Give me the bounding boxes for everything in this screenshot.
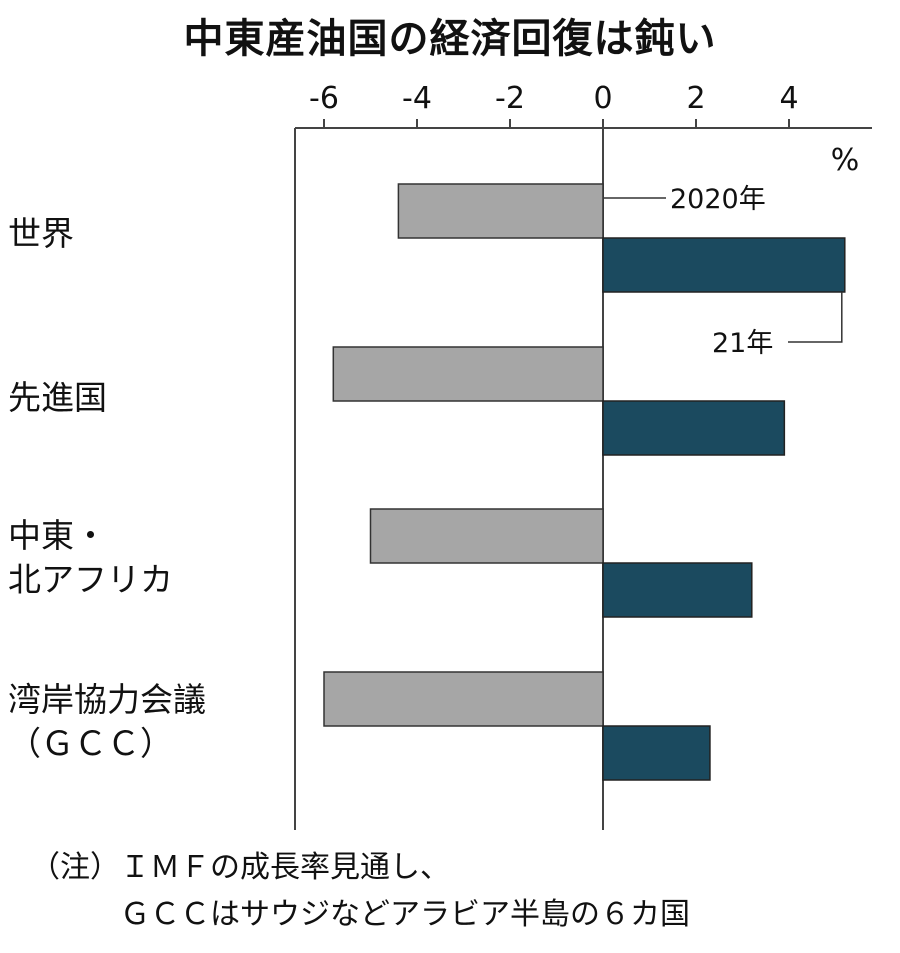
series-label-2021: 21年 — [712, 328, 773, 359]
x-tick-label: -6 — [309, 81, 339, 116]
footnote-line-1: （注）ＩＭＦの成長率見通し、 — [30, 850, 450, 885]
category-label-line: 湾岸協力会議 — [8, 680, 206, 719]
bar-2021 — [602, 562, 753, 618]
unit-label: % — [831, 143, 860, 178]
x-tick-label: -2 — [495, 81, 525, 116]
bar-2021 — [602, 400, 786, 456]
category-label-line: 北アフリカ — [8, 560, 173, 599]
bar-2021 — [602, 725, 711, 781]
footnote-line-2: ＧＣＣはサウジなどアラビア半島の６カ国 — [120, 897, 690, 932]
x-tick-label: -4 — [402, 81, 432, 116]
category-label-world: 世界 — [8, 212, 74, 256]
x-tick-label: 0 — [593, 81, 612, 116]
x-tick-label: 4 — [779, 81, 798, 116]
category-label-line: 中東・ — [8, 516, 107, 555]
bar-2020 — [332, 346, 604, 402]
category-label-mena: 中東・ 北アフリカ — [8, 514, 173, 602]
bar-2020 — [397, 183, 604, 239]
bar-2020 — [369, 508, 604, 564]
series-label-2020: 2020年 — [670, 184, 766, 215]
category-label-gcc: 湾岸協力会議 （ＧＣＣ） — [8, 678, 206, 766]
bar-2020 — [323, 671, 604, 727]
bar-2021 — [602, 237, 846, 293]
chart-title: 中東産油国の経済回復は鈍い — [183, 16, 717, 62]
category-label-line: 先進国 — [8, 378, 107, 417]
leader-line-2021 — [788, 292, 843, 343]
x-tick-label: 2 — [686, 81, 705, 116]
category-label-line: （ＧＣＣ） — [8, 724, 173, 763]
category-label-line: 世界 — [8, 214, 74, 253]
category-label-advanced: 先進国 — [8, 376, 107, 420]
